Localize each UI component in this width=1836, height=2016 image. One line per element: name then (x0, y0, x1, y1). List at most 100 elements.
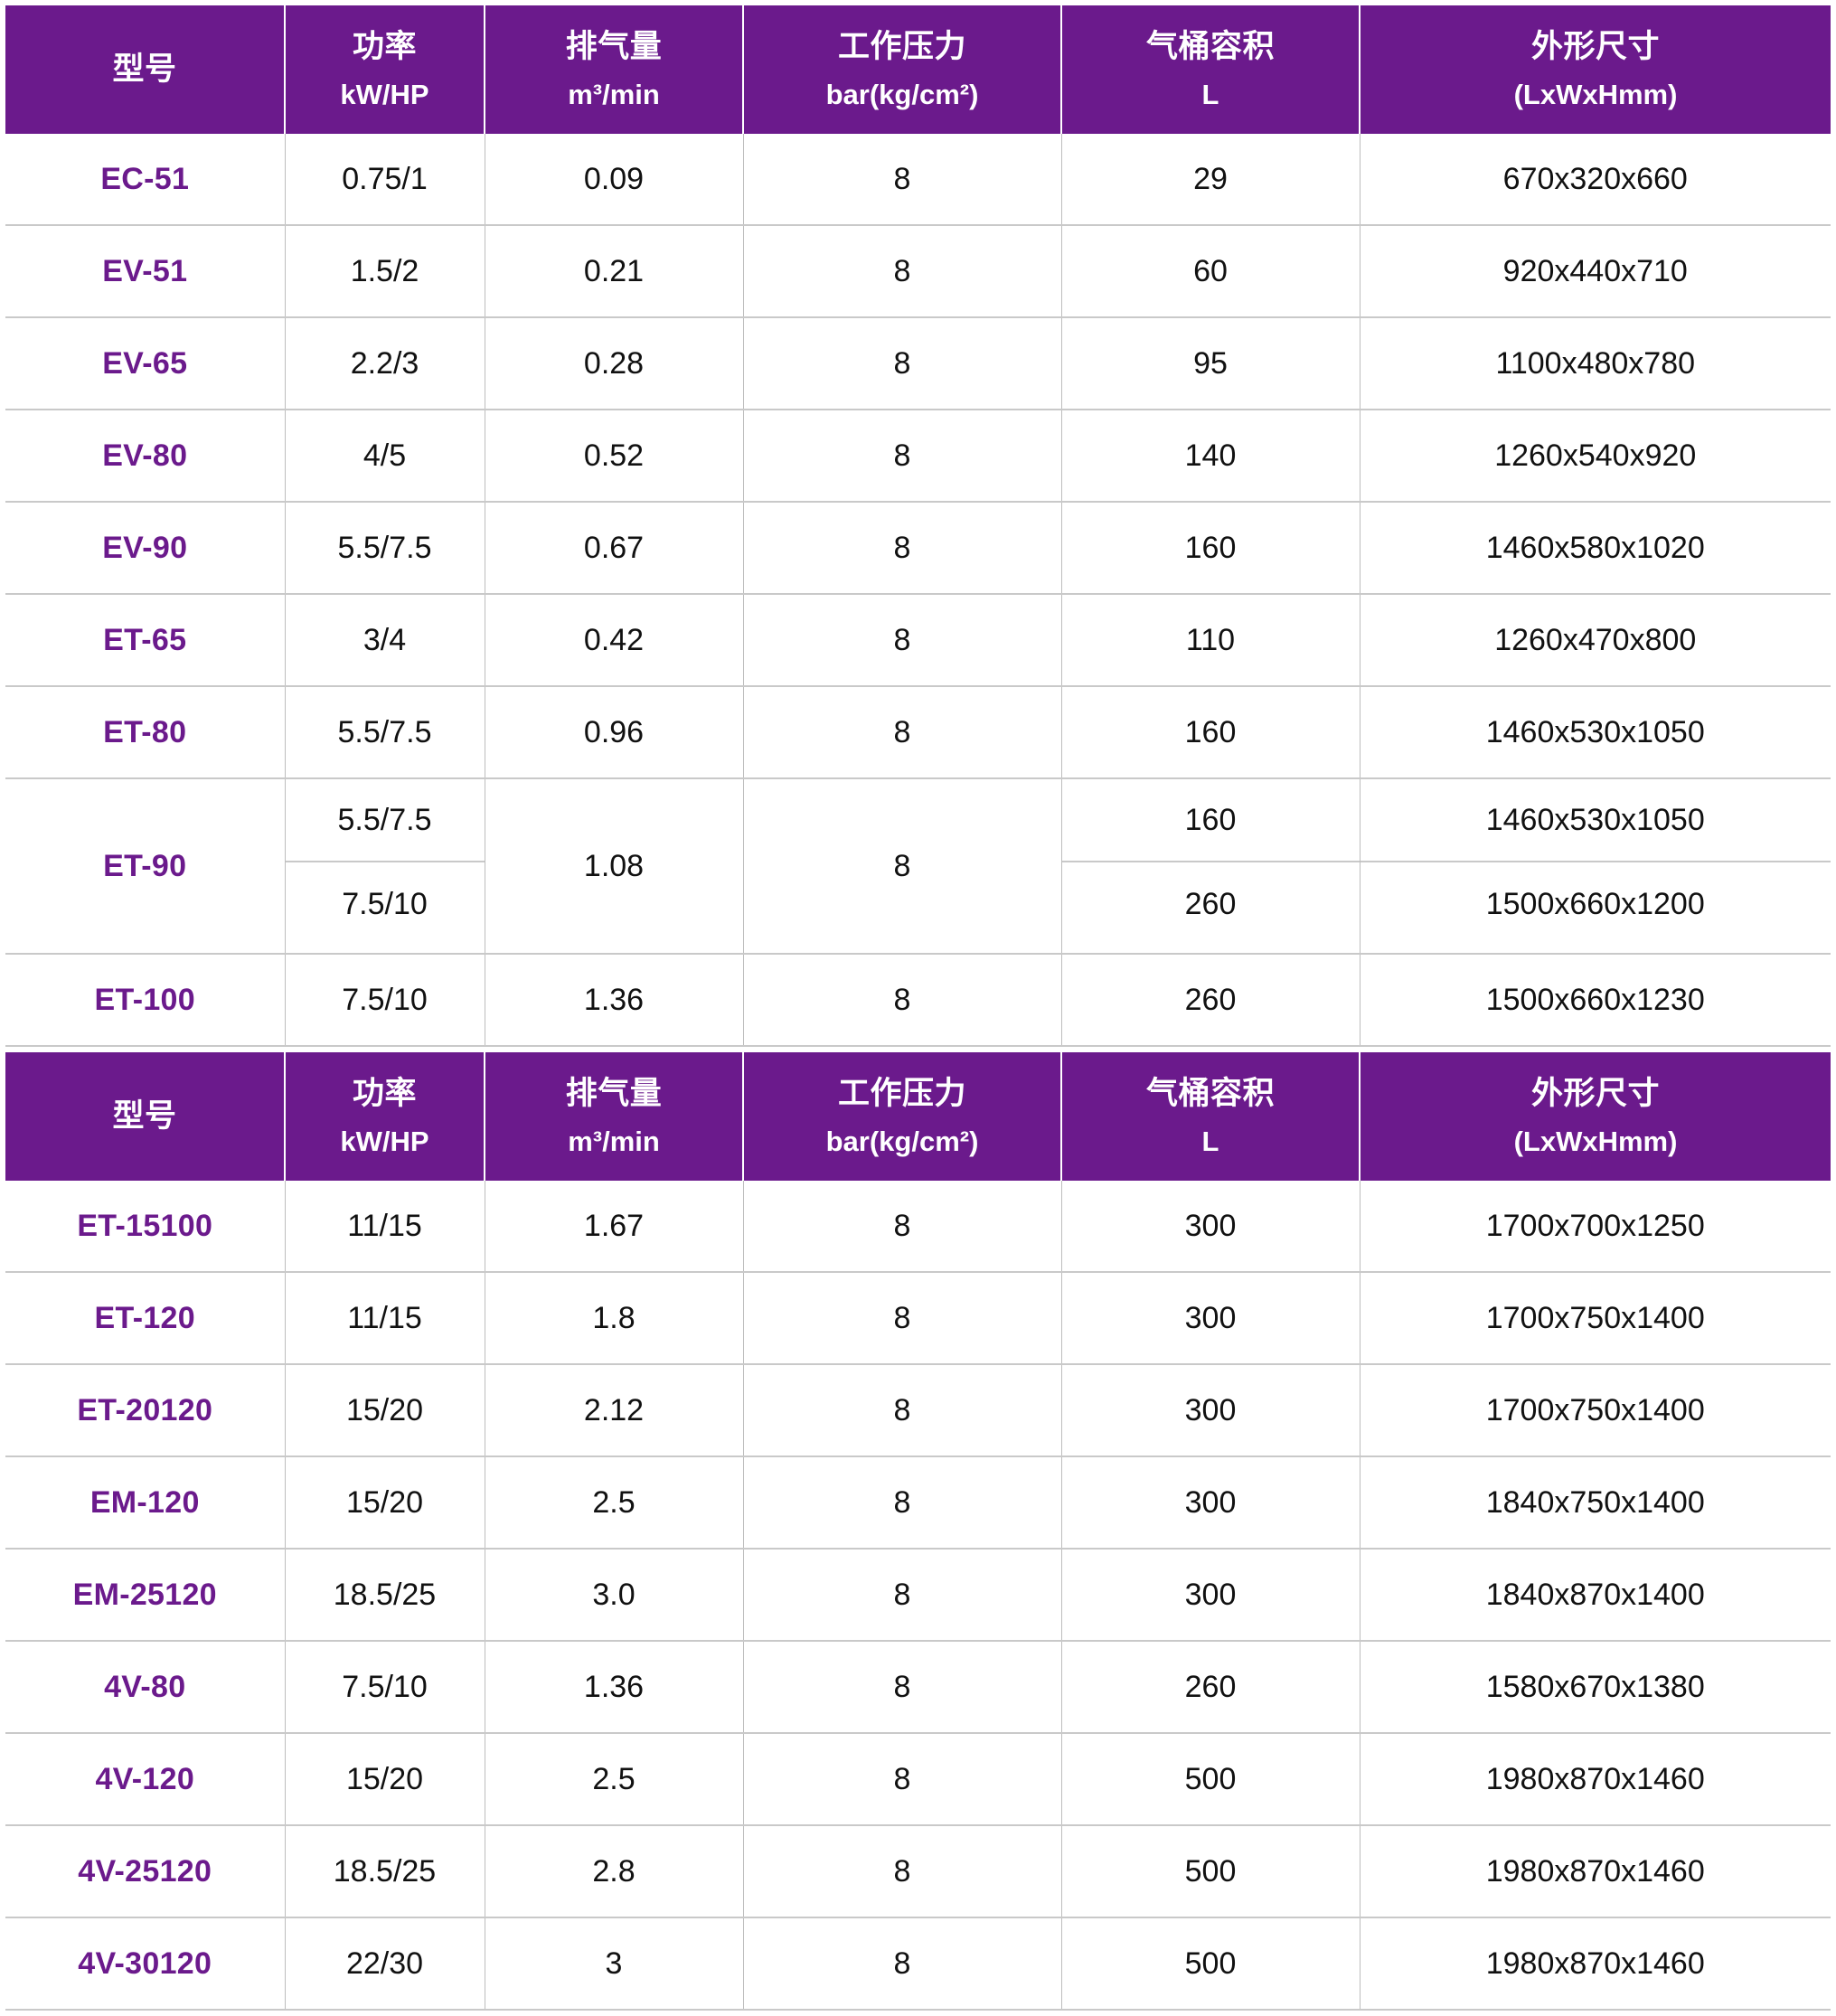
cell-tank: 500 (1061, 1733, 1361, 1826)
cell-dimensions: 1980x870x1460 (1360, 1917, 1831, 2011)
cell-model: 4V-80 (5, 1641, 286, 1734)
cell-pressure: 8 (743, 1272, 1062, 1365)
cell-dimensions: 920x440x710 (1360, 225, 1831, 318)
cell-pressure: 8 (743, 778, 1062, 955)
cell-displacement: 3.0 (485, 1549, 744, 1642)
table-header-row: 型号 功率 kW/HP 排气量 m³/min 工作压力 bar(kg/cm²) 气桶容积 L 外形… (5, 1052, 1831, 1181)
cell-pressure: 8 (743, 317, 1062, 410)
cell-pressure: 8 (743, 1181, 1062, 1273)
column-header-0: 型号 (5, 1052, 286, 1181)
cell-displacement: 1.36 (485, 1641, 744, 1734)
cell-model: ET-100 (5, 954, 286, 1047)
cell-tank: 300 (1061, 1272, 1361, 1365)
cell-model: EM-120 (5, 1456, 286, 1550)
cell-dimensions: 1260x540x920 (1360, 410, 1831, 503)
cell-power: 15/20 (285, 1456, 485, 1550)
cell-model: EV-65 (5, 317, 286, 410)
cell-power: 18.5/25 (285, 1549, 485, 1642)
column-header-3: 工作压力 bar(kg/cm²) (742, 5, 1062, 134)
cell-model: 4V-120 (5, 1733, 286, 1826)
cell-tank: 110 (1061, 594, 1361, 687)
cell-pressure: 8 (743, 1456, 1062, 1550)
cell-model: ET-80 (5, 686, 286, 779)
cell-dimensions: 1700x750x1400 (1360, 1364, 1831, 1457)
cell-displacement: 2.8 (485, 1825, 744, 1918)
column-header-unit-1: kW/HP (340, 78, 429, 110)
cell-model: EM-25120 (5, 1549, 286, 1642)
cell-power: 22/30 (285, 1917, 485, 2011)
cell-power: 0.75/1 (285, 134, 485, 226)
cell-power: 15/20 (285, 1364, 485, 1457)
cell-pressure: 8 (743, 686, 1062, 779)
cell-tank: 500 (1061, 1917, 1361, 2011)
table-row: 4V-80 7.5/10 1.36 8 260 1580x670x1380 (5, 1641, 1831, 1734)
cell-power: 4/5 (285, 410, 485, 503)
cell-power: 7.5/10 (285, 1641, 485, 1734)
cell-power: 2.2/3 (285, 317, 485, 410)
cell-power-a: 5.5/7.5 (285, 779, 485, 862)
cell-model: ET-15100 (5, 1181, 286, 1273)
cell-pressure: 8 (743, 502, 1062, 595)
cell-dimensions: 1700x750x1400 (1360, 1272, 1831, 1365)
cell-power: 11/15 (285, 1272, 485, 1365)
cell-pressure: 8 (743, 410, 1062, 503)
cell-power: 15/20 (285, 1733, 485, 1826)
cell-power: 5.5/7.5 (285, 686, 485, 779)
cell-displacement: 0.21 (485, 225, 744, 318)
table-row: EV-90 5.5/7.5 0.67 8 160 1460x580x1020 (5, 502, 1831, 595)
column-header-title-3: 工作压力 (837, 29, 966, 65)
cell-model: EV-90 (5, 502, 286, 595)
table-row: 4V-25120 18.5/25 2.8 8 500 1980x870x1460 (5, 1825, 1831, 1918)
table-row: ET-15100 11/15 1.67 8 300 1700x700x1250 (5, 1181, 1831, 1273)
table-row: ET-90 5.5/7.5 7.5/10 1.08 8 160 260 1460x530x10… (5, 778, 1831, 955)
cell-displacement: 2.5 (485, 1733, 744, 1826)
cell-power: 5.5/7.5 (285, 502, 485, 595)
cell-power: 18.5/25 (285, 1825, 485, 1918)
column-header-title-2: 排气量 (565, 29, 663, 65)
cell-model: ET-20120 (5, 1364, 286, 1457)
cell-tank: 160 (1061, 686, 1361, 779)
cell-power: 11/15 (285, 1181, 485, 1273)
cell-model: EC-51 (5, 134, 286, 226)
cell-tank: 260 (1061, 954, 1361, 1047)
cell-displacement: 0.28 (485, 317, 744, 410)
cell-tank: 300 (1061, 1549, 1361, 1642)
cell-tank: 260 (1061, 1641, 1361, 1734)
column-header-title-2: 排气量 (565, 1076, 663, 1112)
table-row: EV-65 2.2/3 0.28 8 95 1100x480x780 (5, 317, 1831, 410)
table-row: 4V-120 15/20 2.5 8 500 1980x870x1460 (5, 1733, 1831, 1826)
column-header-1: 功率 kW/HP (284, 5, 485, 134)
cell-power: 3/4 (285, 594, 485, 687)
spec-table-body: 型号 功率 kW/HP 排气量 m³/min 工作压力 bar(kg/cm²) 气桶容积 L 外形… (5, 5, 1831, 2011)
column-header-unit-1: kW/HP (340, 1125, 429, 1157)
column-header-unit-5: (LxWxHmm) (1513, 78, 1678, 110)
cell-pressure: 8 (743, 1825, 1062, 1918)
cell-power-b: 7.5/10 (342, 886, 428, 921)
cell-pressure: 8 (743, 954, 1062, 1047)
column-header-2: 排气量 m³/min (484, 5, 744, 134)
cell-tank: 300 (1061, 1456, 1361, 1550)
column-header-title-0: 型号 (112, 1098, 177, 1135)
cell-displacement: 3 (485, 1917, 744, 2011)
cell-tank: 29 (1061, 134, 1361, 226)
cell-dimensions: 1260x470x800 (1360, 594, 1831, 687)
cell-model: EV-80 (5, 410, 286, 503)
column-header-3: 工作压力 bar(kg/cm²) (742, 1052, 1062, 1181)
cell-dimensions: 1460x580x1020 (1360, 502, 1831, 595)
cell-pressure: 8 (743, 134, 1062, 226)
column-header-title-1: 功率 (352, 1076, 417, 1112)
cell-power: 1.5/2 (285, 225, 485, 318)
cell-tank: 300 (1061, 1364, 1361, 1457)
cell-dimensions-split: 1460x530x1050 1500x660x1200 (1360, 778, 1831, 955)
cell-displacement: 1.67 (485, 1181, 744, 1273)
cell-dimensions: 1700x700x1250 (1360, 1181, 1831, 1273)
cell-model: ET-90 (5, 778, 286, 955)
cell-displacement: 2.5 (485, 1456, 744, 1550)
column-header-title-4: 气桶容积 (1145, 1076, 1275, 1112)
table-header-row: 型号 功率 kW/HP 排气量 m³/min 工作压力 bar(kg/cm²) 气桶容积 L 外形… (5, 5, 1831, 134)
table-row: EV-51 1.5/2 0.21 8 60 920x440x710 (5, 225, 1831, 318)
cell-tank-split: 160 260 (1061, 778, 1361, 955)
cell-dimensions: 1980x870x1460 (1360, 1733, 1831, 1826)
cell-pressure: 8 (743, 1917, 1062, 2011)
